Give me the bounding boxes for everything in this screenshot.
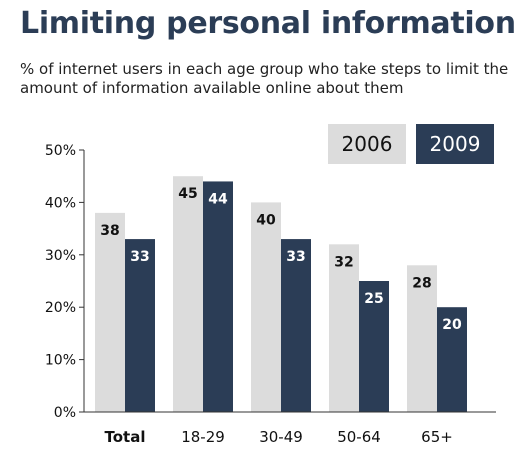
- bar-2009-Total: [125, 239, 155, 412]
- chart-subtitle: % of internet users in each age group wh…: [20, 60, 509, 97]
- x-tick-label-18-29: 18-29: [181, 428, 225, 446]
- data-label-2009-30-49: 33: [286, 249, 305, 265]
- data-label-2009-Total: 33: [130, 249, 149, 265]
- legend-swatch-2006: [328, 124, 406, 164]
- data-label-2006-Total: 38: [100, 223, 119, 239]
- data-label-2009-50-64: 25: [364, 291, 383, 307]
- chart-title: Limiting personal information: [20, 6, 516, 41]
- y-tick-label-50: 50%: [45, 143, 76, 159]
- data-label-2006-50-64: 32: [334, 254, 353, 270]
- x-tick-label-65+: 65+: [421, 428, 453, 446]
- bar-2006-50-64: [329, 244, 359, 412]
- bar-2009-18-29: [203, 181, 233, 412]
- legend-swatch-2009: [416, 124, 494, 164]
- x-tick-label-30-49: 30-49: [259, 428, 303, 446]
- bar-2009-50-64: [359, 281, 389, 412]
- data-label-2009-65+: 20: [442, 317, 462, 333]
- y-tick-label-10: 10%: [45, 353, 76, 369]
- bars: 38 33 45 44 40 33 32 25 28 20: [95, 176, 467, 412]
- data-label-2006-30-49: 40: [256, 212, 276, 228]
- x-tick-label-50-64: 50-64: [337, 428, 381, 446]
- data-label-2006-65+: 28: [412, 275, 431, 291]
- x-tick-label-Total: Total: [105, 428, 146, 446]
- data-label-2009-18-29: 44: [208, 191, 228, 207]
- bar-2009-30-49: [281, 239, 311, 412]
- legend: 2006 2009: [328, 124, 494, 164]
- legend-label-2006: 2006: [342, 132, 393, 156]
- axes: Total 18-29 30-49 50-64 65+ 0% 10% 20% 30% 40% 50%: [45, 143, 496, 446]
- bar-2009-65+: [437, 307, 467, 412]
- bar-2006-65+: [407, 265, 437, 412]
- bar-2006-30-49: [251, 202, 281, 412]
- y-tick-label-30: 30%: [45, 248, 76, 264]
- y-tick-label-20: 20%: [45, 300, 76, 316]
- y-tick-label-0: 0%: [54, 405, 76, 421]
- data-label-2006-18-29: 45: [178, 186, 197, 202]
- bar-2006-Total: [95, 212, 125, 412]
- bar-2006-18-29: [173, 176, 203, 412]
- legend-label-2009: 2009: [430, 132, 481, 156]
- y-tick-label-40: 40%: [45, 195, 76, 211]
